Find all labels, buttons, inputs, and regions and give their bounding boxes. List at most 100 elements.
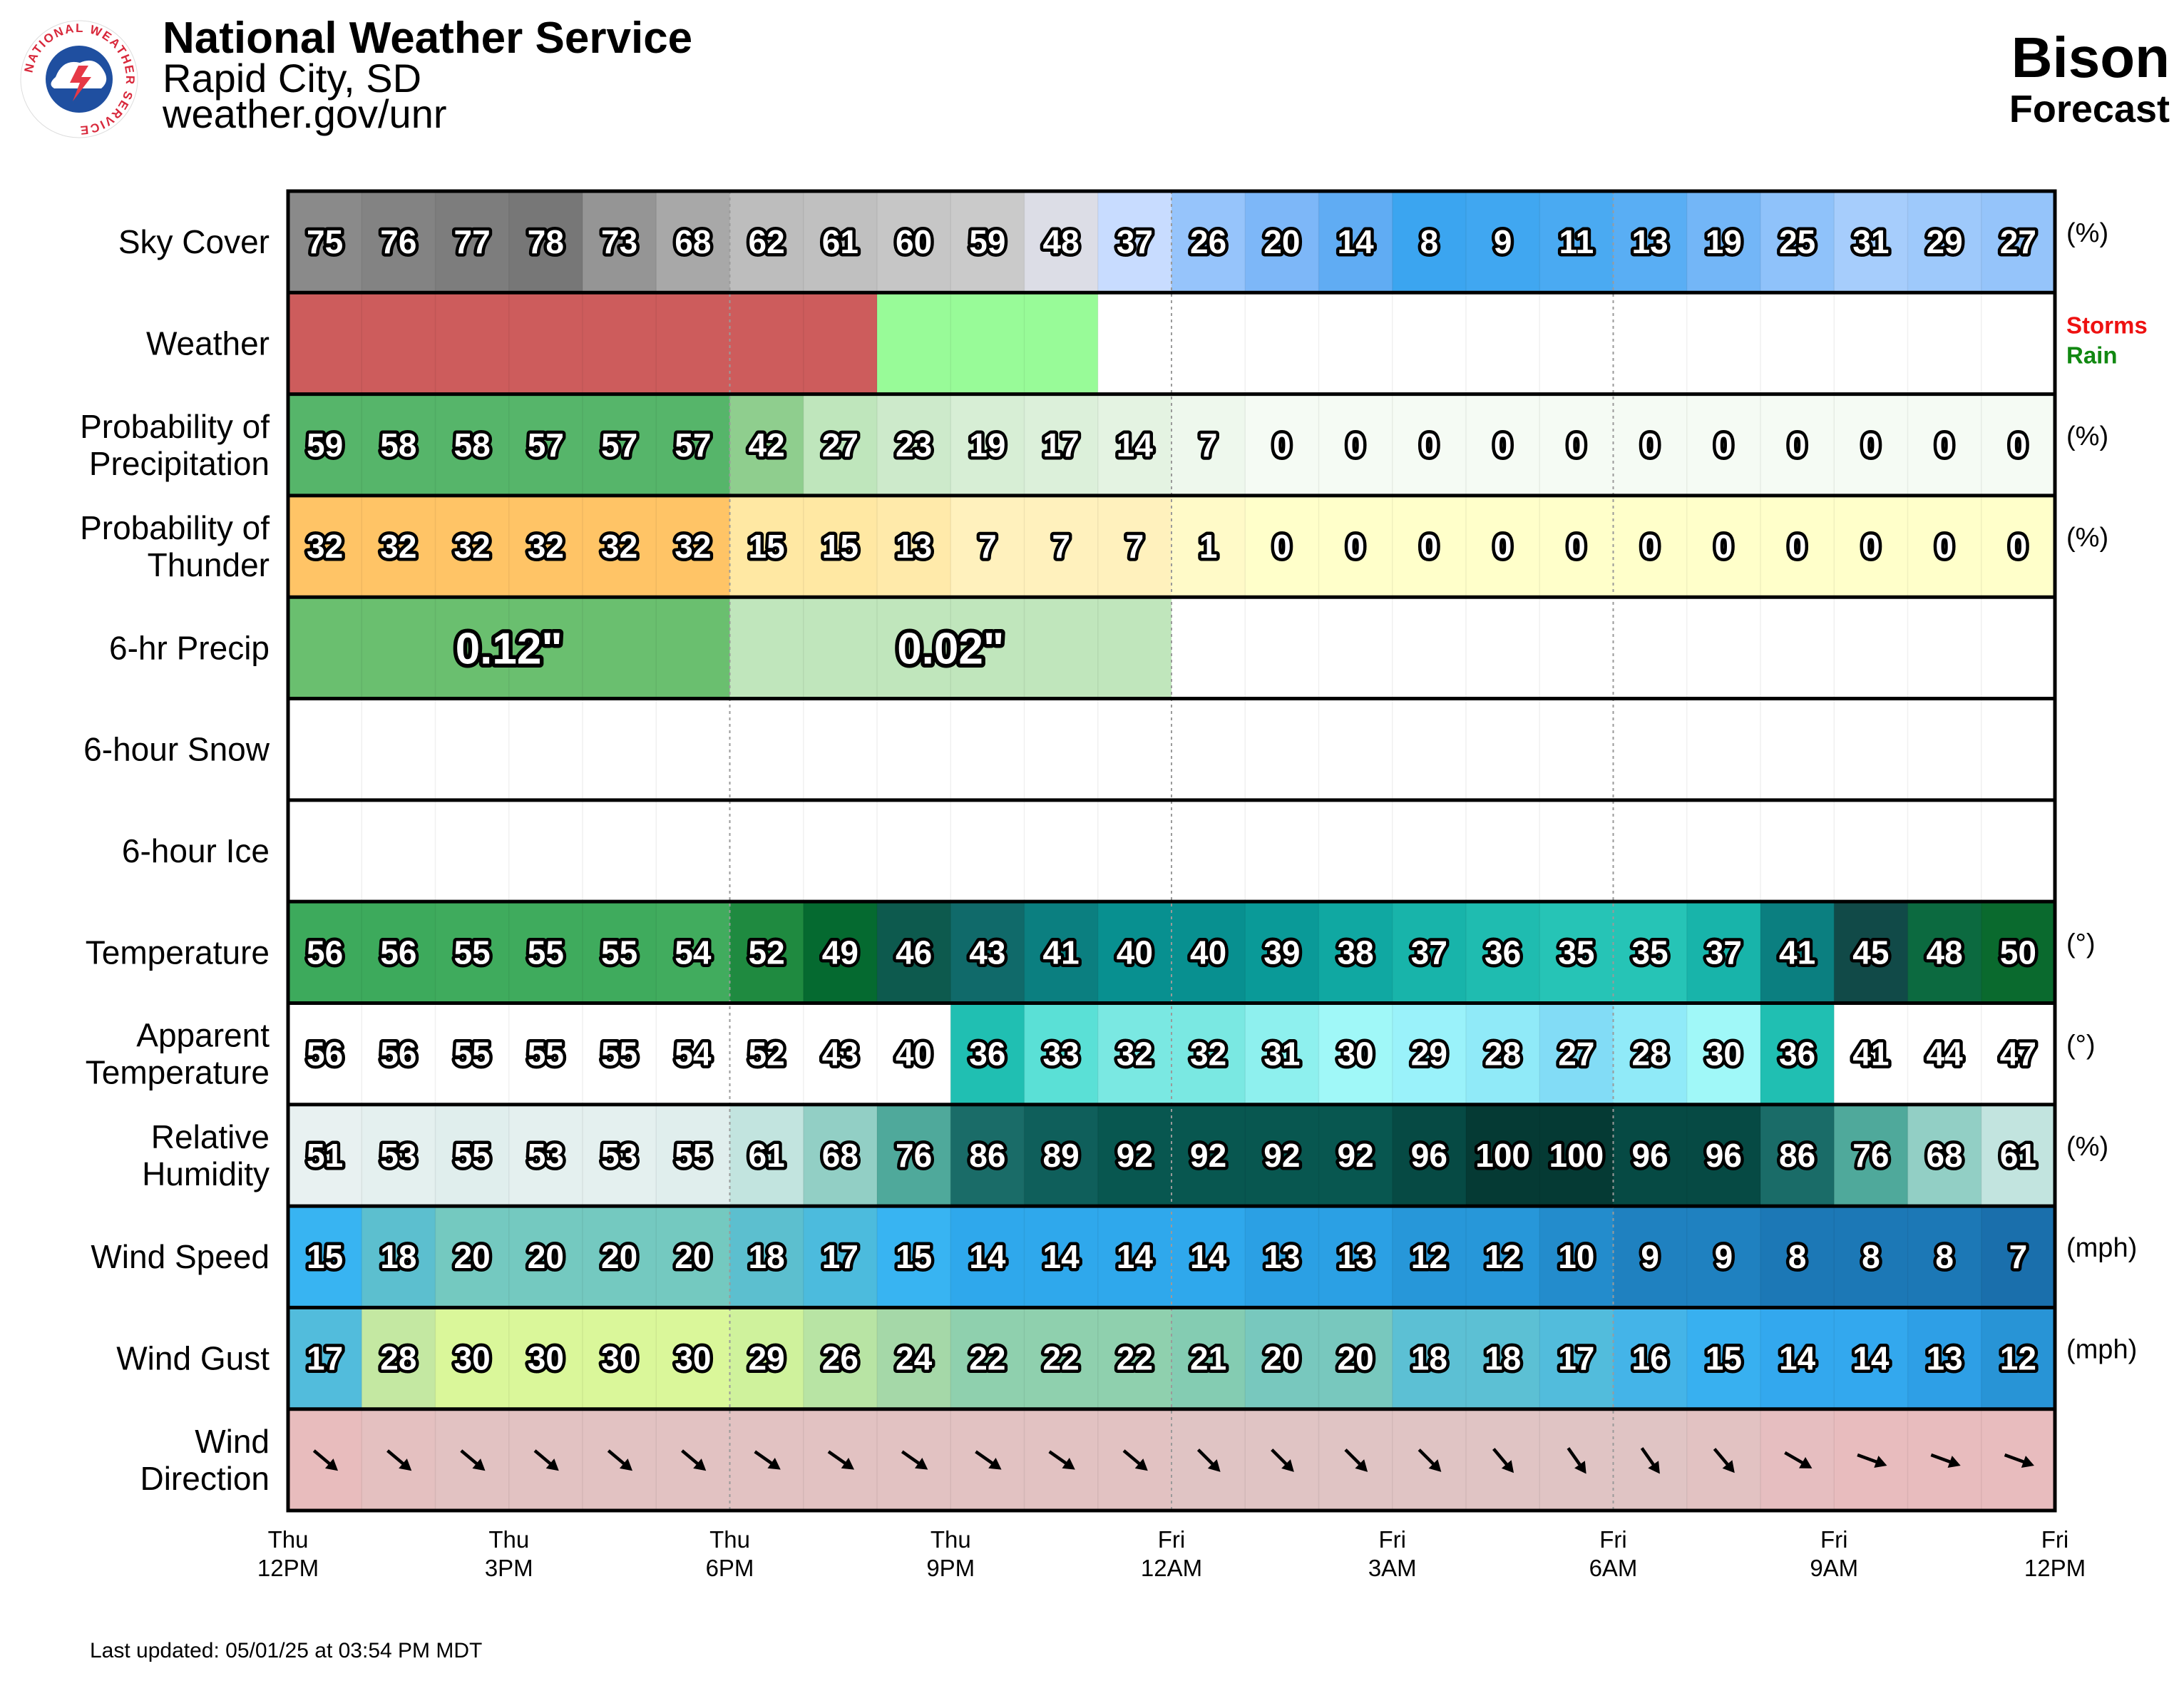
arrow-shaft (1567, 1447, 1583, 1468)
temp-value: 37 (1706, 934, 1742, 971)
rh-value: 55 (675, 1137, 711, 1174)
tick-time-label: 12PM (257, 1555, 319, 1581)
wind-direction-arrow-icon (827, 1450, 855, 1470)
apparent-value: 31 (1263, 1036, 1300, 1073)
pop-cell (1613, 394, 1688, 496)
apparent-cell (1024, 1003, 1099, 1105)
apparent-cell (288, 1003, 362, 1105)
arrow-head (1207, 1459, 1221, 1472)
pop-value: 0 (1420, 426, 1439, 464)
gust-value: 18 (1485, 1340, 1521, 1377)
thunder-cell (1760, 495, 1835, 598)
sky-cell (435, 191, 510, 293)
rh-value: 51 (307, 1137, 343, 1174)
temp-cell (362, 901, 436, 1003)
time-axis: Thu12PMThu3PMThu6PMThu9PMFri12AMFri3AMFr… (257, 1526, 2086, 1581)
sky-cell (1024, 191, 1099, 293)
sky-value: 73 (601, 223, 637, 260)
row-units: (%) Storms Rain (%) (%) (°) (°) (%) (mph) (mph) (2066, 218, 2148, 1364)
pop-cell (1024, 394, 1099, 496)
winddir-label: Wind (195, 1423, 270, 1460)
tick-time-label: 3AM (1368, 1555, 1417, 1581)
rh-cell (1245, 1104, 1320, 1207)
arrow-shaft (1713, 1448, 1731, 1468)
gust-cell (1392, 1307, 1467, 1409)
sky-value: 48 (1043, 223, 1080, 260)
thunder-value: 32 (601, 528, 637, 565)
gust-label: Wind Gust (116, 1340, 270, 1377)
apparent-value: 40 (896, 1036, 932, 1073)
wind-direction-arrow-icon (975, 1450, 1002, 1470)
temp-cell (803, 901, 878, 1003)
wind-value: 12 (1411, 1238, 1447, 1275)
arrow-head (988, 1458, 1002, 1470)
tick-time-label: 12PM (2024, 1555, 2086, 1581)
arrow-shaft (754, 1450, 775, 1466)
arrow-shaft (460, 1449, 480, 1467)
rh-cell (508, 1104, 583, 1207)
gust-cell (950, 1307, 1025, 1409)
apparent-cell (950, 1003, 1025, 1105)
temp-cell (1466, 901, 1540, 1003)
pop-cell (1318, 394, 1393, 496)
sky-label: Sky Cover (118, 223, 270, 260)
gust-cell (1024, 1307, 1099, 1409)
temp-unit: (°) (2066, 929, 2096, 959)
gust-cell (1760, 1307, 1835, 1409)
sky-cell (950, 191, 1025, 293)
qpf-label: 6-hr Precip (109, 629, 270, 666)
wind-value: 14 (1117, 1238, 1154, 1275)
wind-cell (1907, 1206, 1982, 1308)
rh-value: 68 (1927, 1137, 1963, 1174)
wind-direction-arrow-icon (754, 1450, 781, 1470)
sky-cell (803, 191, 878, 293)
rh-cell (1172, 1104, 1246, 1207)
pop-value: 17 (1043, 426, 1080, 464)
wind-cell (877, 1206, 951, 1308)
arrow-head (1574, 1461, 1586, 1474)
pop-value: 0 (1273, 426, 1291, 464)
thunder-value: 13 (896, 528, 932, 565)
tick-day-label: Fri (1158, 1526, 1185, 1553)
apparent-value: 54 (675, 1036, 712, 1073)
gust-value: 26 (822, 1340, 858, 1377)
weather-legend-item: Rain (2066, 342, 2118, 368)
arrow-shaft (1492, 1448, 1510, 1468)
tick-time-label: 6AM (1589, 1555, 1638, 1581)
tick-day-label: Thu (268, 1526, 309, 1553)
apparent-cell (435, 1003, 510, 1105)
thunder-value: 0 (1494, 528, 1512, 565)
gust-value: 22 (969, 1340, 1005, 1377)
tick-time-label: 9PM (926, 1555, 975, 1581)
thunder-cell (877, 495, 951, 598)
tick-day-label: Thu (930, 1526, 971, 1553)
thunder-label: Thunder (148, 546, 270, 583)
sky-value: 26 (1190, 223, 1226, 260)
arrow-head (1648, 1461, 1660, 1474)
gust-value: 20 (1338, 1340, 1374, 1377)
gust-value: 20 (1263, 1340, 1300, 1377)
temp-value: 55 (528, 934, 564, 971)
sky-value: 68 (675, 223, 711, 260)
pop-cell (1539, 394, 1614, 496)
sky-cell (877, 191, 951, 293)
wind-value: 14 (1043, 1238, 1080, 1275)
wind-cell (1613, 1206, 1688, 1308)
apparent-value: 56 (307, 1036, 343, 1073)
thunder-cell (362, 495, 436, 598)
wind-cell (1466, 1206, 1540, 1308)
gust-cell (656, 1307, 731, 1409)
gust-value: 12 (2000, 1340, 2036, 1377)
apparent-value: 41 (1852, 1036, 1889, 1073)
pop-value: 0 (2009, 426, 2028, 464)
wind-direction-arrow-icon (1857, 1453, 1887, 1468)
wind-cell (508, 1206, 583, 1308)
temp-cell (656, 901, 731, 1003)
rh-value: 53 (528, 1137, 564, 1174)
office-website[interactable]: weather.gov/unr (163, 91, 447, 136)
wind-direction-arrow-icon (1567, 1447, 1586, 1474)
gust-value: 30 (454, 1340, 491, 1377)
rh-value: 92 (1190, 1137, 1226, 1174)
apparent-value: 55 (601, 1036, 637, 1073)
grid-lines (286, 189, 2057, 1513)
